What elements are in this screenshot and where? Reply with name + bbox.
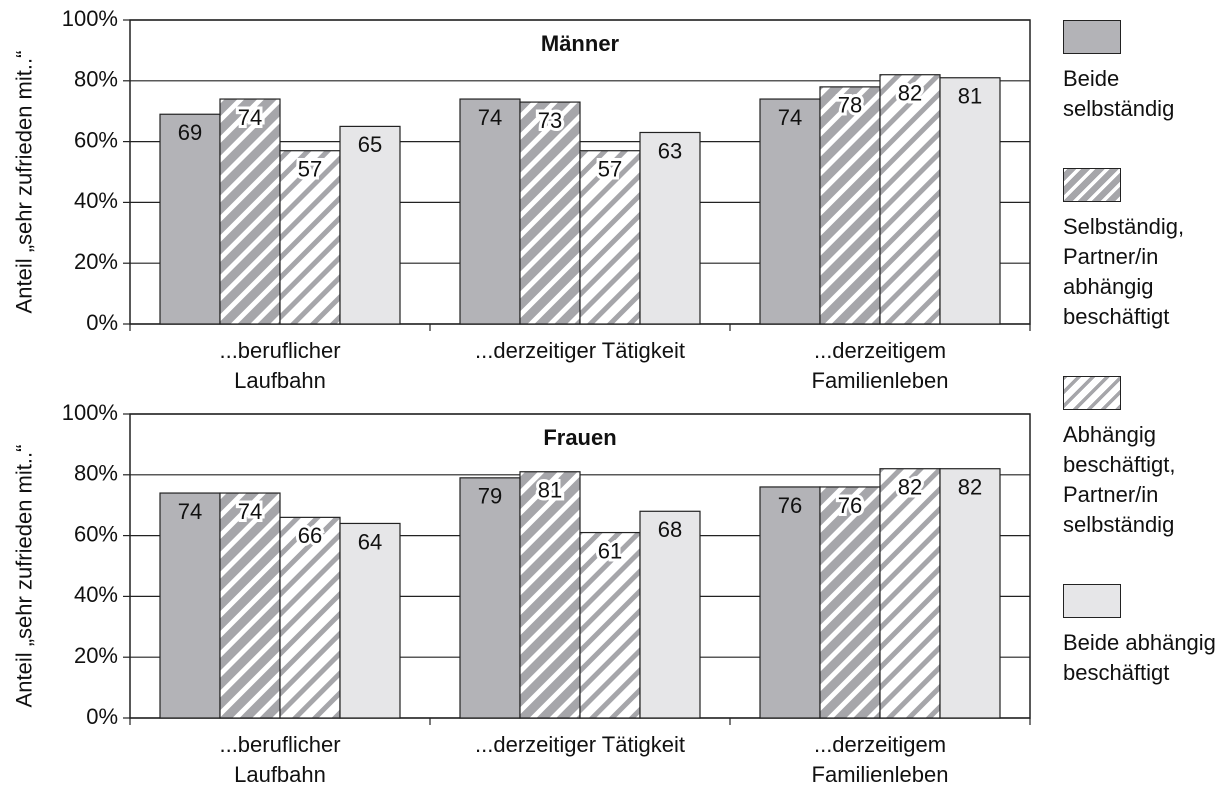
y-tick-label: 100% — [62, 400, 118, 425]
data-label: 66 — [298, 523, 322, 548]
data-label: 57 — [598, 157, 622, 182]
data-label: 68 — [658, 517, 682, 542]
legend-label: Beide selbständig — [1063, 66, 1175, 121]
bar — [879, 468, 941, 719]
data-label: 61 — [598, 538, 622, 563]
data-label: 74 — [478, 105, 502, 130]
data-label: 63 — [658, 138, 682, 163]
legend: Beide selbständig Selbständig, Partner/in… — [1063, 20, 1228, 688]
legend-label: Beide abhängig beschäftigt — [1063, 630, 1216, 685]
data-label: 79 — [478, 484, 502, 509]
x-tick-label: ...beruflicher Laufbahn — [219, 338, 341, 393]
x-tick-label: ...derzeitiger Tätigkeit — [475, 732, 685, 757]
bar — [939, 77, 1001, 325]
y-tick-label: 80% — [74, 461, 118, 486]
bar — [219, 492, 281, 719]
y-axis-label: Anteil „sehr zufrieden mit..“ — [10, 444, 36, 708]
legend-label: Selbständig, Partner/in abhängig beschäf… — [1063, 214, 1185, 329]
legend-entry: Selbständig, Partner/in abhängig beschäf… — [1063, 168, 1228, 332]
data-label: 81 — [538, 478, 562, 503]
data-label: 74 — [238, 499, 262, 524]
legend-label: Abhängig beschäftigt, Partner/in selbstä… — [1063, 422, 1176, 537]
data-label: 82 — [958, 475, 982, 500]
data-label: 64 — [358, 529, 382, 554]
bar — [459, 98, 521, 325]
data-label: 65 — [358, 132, 382, 157]
bar — [639, 510, 701, 719]
bar — [939, 468, 1001, 719]
y-tick-label: 100% — [62, 6, 118, 31]
y-tick-label: 40% — [74, 188, 118, 213]
bar — [759, 98, 821, 325]
legend-swatch — [1063, 584, 1121, 618]
bar — [519, 101, 581, 325]
data-label: 82 — [898, 81, 922, 106]
bar — [339, 522, 401, 719]
legend-entry: Beide abhängig beschäftigt — [1063, 584, 1228, 688]
data-label: 82 — [898, 475, 922, 500]
data-label: 74 — [778, 105, 802, 130]
x-tick-label: ...derzeitigem Familienleben — [811, 338, 949, 393]
x-tick-label: ...derzeitigem Familienleben — [811, 732, 949, 787]
legend-swatch — [1063, 376, 1121, 410]
bar — [159, 113, 221, 325]
data-label: 69 — [178, 120, 202, 145]
x-tick-label: ...derzeitiger Tätigkeit — [475, 338, 685, 363]
y-tick-label: 60% — [74, 127, 118, 152]
y-tick-label: 60% — [74, 521, 118, 546]
data-label: 74 — [238, 105, 262, 130]
bar — [279, 516, 341, 719]
bar — [639, 131, 701, 325]
y-tick-label: 80% — [74, 67, 118, 92]
bar — [279, 150, 341, 325]
bar — [819, 486, 881, 719]
y-tick-label: 0% — [86, 310, 118, 335]
legend-entry: Beide selbständig — [1063, 20, 1228, 124]
data-label: 76 — [838, 493, 862, 518]
data-label: 78 — [838, 93, 862, 118]
bar — [459, 477, 521, 719]
data-label: 57 — [298, 157, 322, 182]
x-tick-label: ...beruflicher Laufbahn — [219, 732, 341, 787]
data-label: 76 — [778, 493, 802, 518]
legend-swatch — [1063, 20, 1121, 54]
y-tick-label: 20% — [74, 249, 118, 274]
bar — [219, 98, 281, 325]
bar — [879, 74, 941, 325]
data-label: 81 — [958, 84, 982, 109]
y-tick-label: 20% — [74, 643, 118, 668]
bar — [519, 471, 581, 719]
y-axis-label: Anteil „sehr zufrieden mit..“ — [10, 50, 36, 314]
data-label: 74 — [178, 499, 202, 524]
bar — [759, 486, 821, 719]
bar — [819, 86, 881, 325]
chart-title: Männer — [541, 31, 620, 56]
legend-swatch — [1063, 168, 1121, 202]
bar — [159, 492, 221, 719]
data-label: 73 — [538, 108, 562, 133]
bar — [339, 125, 401, 325]
chart-title: Frauen — [543, 425, 616, 450]
y-tick-label: 40% — [74, 582, 118, 607]
y-tick-label: 0% — [86, 704, 118, 729]
legend-entry: Abhängig beschäftigt, Partner/in selbstä… — [1063, 376, 1228, 540]
